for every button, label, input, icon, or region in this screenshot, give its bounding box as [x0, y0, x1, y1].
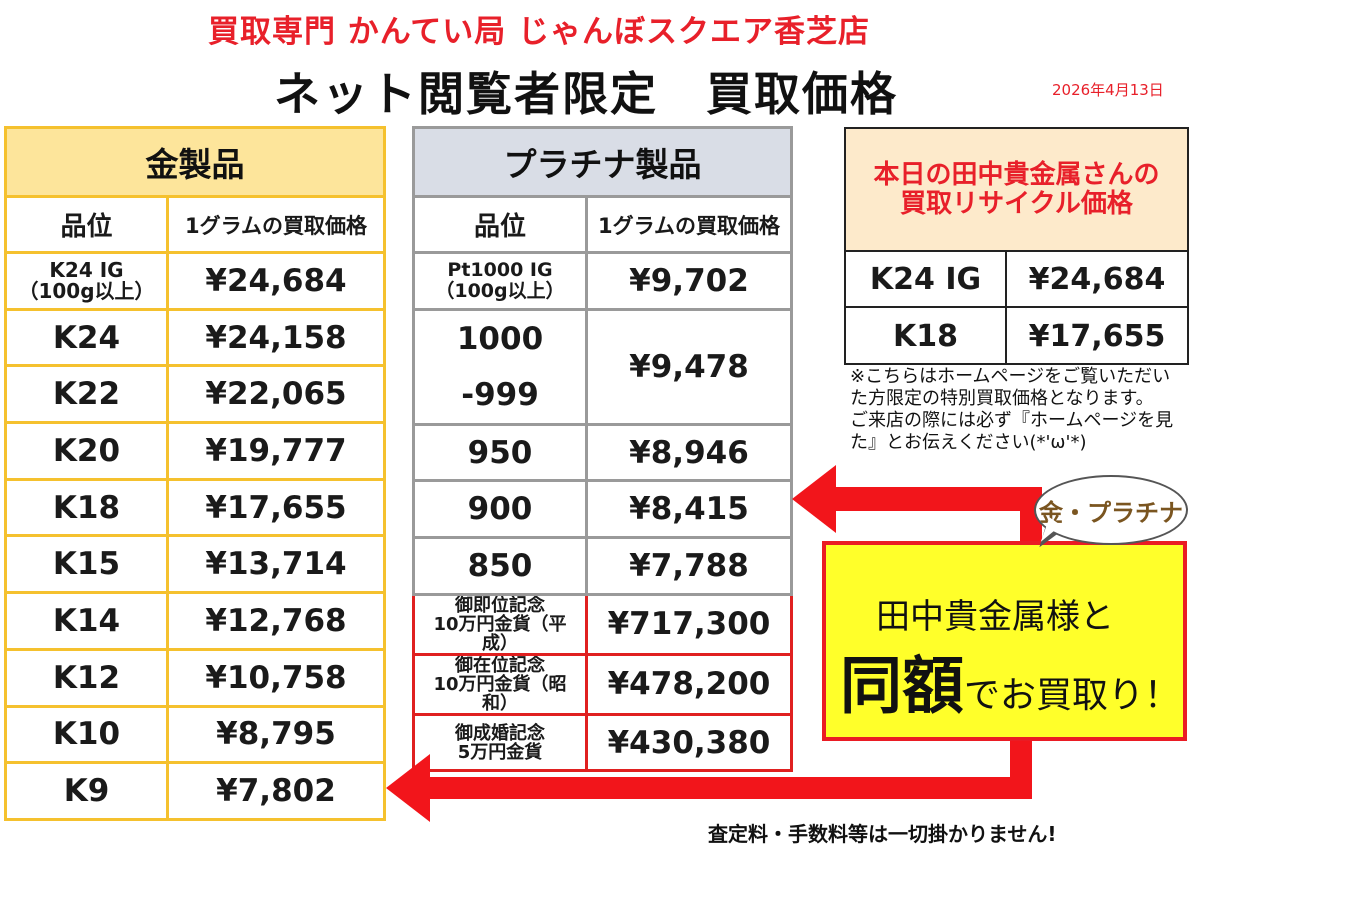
platinum-price: ¥7,788 [585, 536, 793, 596]
gold-price: ¥13,714 [166, 534, 386, 595]
gold-grade: K24 IG （100g以上） [4, 251, 169, 311]
platinum-grade: 950 [412, 422, 588, 483]
platinum-price: ¥9,478 [585, 307, 793, 426]
platinum-grade: 1000 -999 [412, 307, 588, 426]
platinum-grade: 850 [412, 536, 588, 596]
table-row: K24 IG ¥24,684 [846, 252, 1187, 308]
page-title: ネット閲覧者限定 買取価格 [274, 67, 898, 121]
platinum-col-price: 1グラムの買取価格 [585, 195, 793, 254]
table-row: K18 ¥17,655 [846, 308, 1187, 364]
promo-line1: 田中貴金属様と [876, 597, 1114, 637]
gold-price: ¥24,684 [166, 251, 386, 311]
coin-name: 御在位記念 10万円金貨（昭 和） [412, 652, 588, 716]
table-row: K9 ¥7,802 [4, 761, 386, 821]
tanaka-title: 本日の田中貴金属さんの 買取リサイクル価格 [846, 129, 1187, 252]
gold-col-price: 1グラムの買取価格 [166, 195, 386, 254]
coin-name: 御成婚記念 5万円金貨 [412, 712, 588, 773]
table-row: 1000 -999 ¥9,478 [412, 307, 793, 426]
gold-grade: K14 [4, 591, 169, 651]
platinum-grade: Pt1000 IG （100g以上） [412, 251, 588, 311]
table-row: K18 ¥17,655 [4, 477, 386, 538]
table-row: K14 ¥12,768 [4, 591, 386, 651]
shop-name: 買取専門 かんてい局 じゃんぼスクエア香芝店 [208, 14, 871, 50]
table-row: K10 ¥8,795 [4, 704, 386, 765]
gold-grade: K18 [4, 477, 169, 538]
gold-price: ¥12,768 [166, 591, 386, 651]
platinum-price: ¥8,415 [585, 479, 793, 540]
tanaka-price: ¥17,655 [1028, 318, 1166, 354]
coin-name: 御即位記念 10万円金貨（平 成） [412, 592, 588, 656]
gold-table-title: 金製品 [4, 126, 386, 198]
table-row: K12 ¥10,758 [4, 647, 386, 708]
gold-price: ¥7,802 [166, 761, 386, 821]
tanaka-grade: K18 [846, 308, 1007, 364]
table-row: K24 ¥24,158 [4, 307, 386, 368]
tanaka-reference-box: 本日の田中貴金属さんの 買取リサイクル価格 K24 IG ¥24,684 K18… [844, 127, 1189, 365]
table-row: 900 ¥8,415 [412, 479, 793, 540]
platinum-col-grade: 品位 [412, 195, 588, 254]
gold-grade: K15 [4, 534, 169, 595]
gold-col-grade: 品位 [4, 195, 169, 254]
platinum-price: ¥8,946 [585, 422, 793, 483]
platinum-price-table: プラチナ製品 品位 1グラムの買取価格 Pt1000 IG （100g以上） ¥9… [412, 126, 793, 773]
gold-price: ¥22,065 [166, 364, 386, 425]
coin-price: ¥478,200 [585, 652, 793, 716]
tanaka-grade: K24 IG [846, 252, 1007, 306]
gold-price: ¥10,758 [166, 647, 386, 708]
gold-price: ¥17,655 [166, 477, 386, 538]
gold-price: ¥24,158 [166, 307, 386, 368]
table-row: K20 ¥19,777 [4, 421, 386, 481]
promo-line2: 同額でお買取り！ [840, 649, 1181, 722]
table-row: 950 ¥8,946 [412, 422, 793, 483]
page-date: 2026年4月13日 [1052, 81, 1164, 99]
gold-grade: K22 [4, 364, 169, 425]
gold-grade: K12 [4, 647, 169, 708]
same-price-promo: 田中貴金属様と 同額でお買取り！ [822, 541, 1187, 741]
gold-grade: K24 [4, 307, 169, 368]
speech-bubble: 金・プラチナ [1034, 475, 1188, 545]
table-row: K15 ¥13,714 [4, 534, 386, 595]
coin-price: ¥430,380 [585, 712, 793, 773]
no-fee-note: 査定料・手数料等は一切掛かりません! [708, 822, 1057, 846]
tanaka-price: ¥24,684 [1028, 261, 1166, 297]
platinum-price: ¥9,702 [585, 251, 793, 311]
table-row: K22 ¥22,065 [4, 364, 386, 425]
special-price-note: ※こちらはホームページをご覧いただいた方限定の特別買取価格となります。 ご来店の… [850, 366, 1174, 453]
table-row: K24 IG （100g以上） ¥24,684 [4, 251, 386, 311]
gold-price: ¥19,777 [166, 421, 386, 481]
coin-price: ¥717,300 [585, 592, 793, 656]
coin-row: 御在位記念 10万円金貨（昭 和） ¥478,200 [412, 652, 793, 716]
coin-row: 御即位記念 10万円金貨（平 成） ¥717,300 [412, 592, 793, 656]
coin-row: 御成婚記念 5万円金貨 ¥430,380 [412, 712, 793, 773]
gold-grade: K20 [4, 421, 169, 481]
gold-grade: K10 [4, 704, 169, 765]
gold-price: ¥8,795 [166, 704, 386, 765]
table-row: 850 ¥7,788 [412, 536, 793, 596]
table-row: Pt1000 IG （100g以上） ¥9,702 [412, 251, 793, 311]
gold-grade: K9 [4, 761, 169, 821]
platinum-grade: 900 [412, 479, 588, 540]
platinum-table-title: プラチナ製品 [412, 126, 793, 198]
gold-price-table: 金製品 品位 1グラムの買取価格 K24 IG （100g以上） ¥24,684 … [4, 126, 386, 821]
